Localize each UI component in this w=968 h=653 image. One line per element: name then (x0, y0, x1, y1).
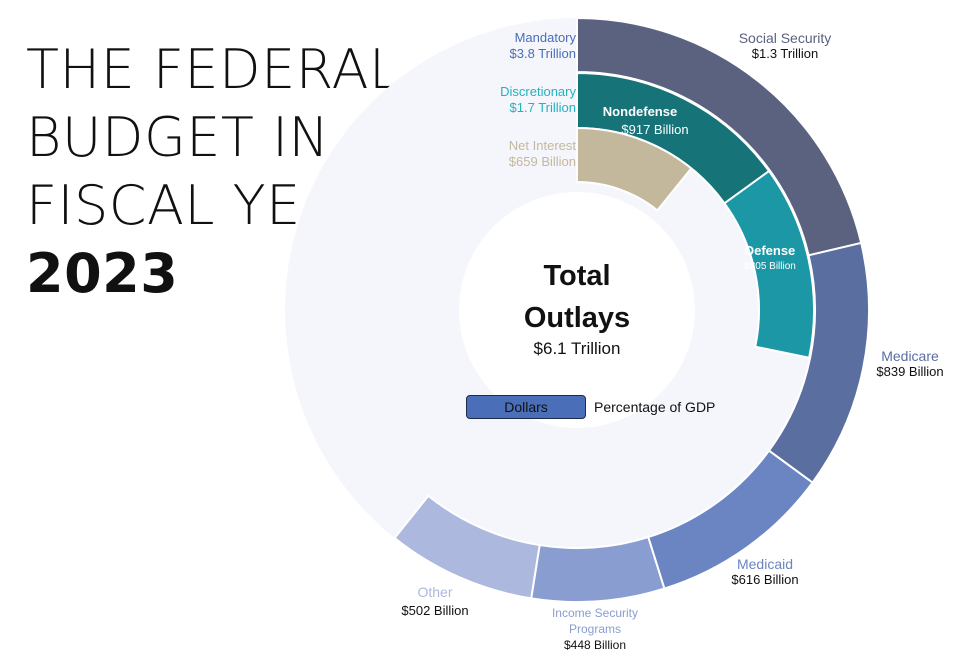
nondefense-label: Nondefense $917 Billion (590, 104, 690, 138)
discretionary-value: $1.7 Trillion (509, 100, 576, 115)
nondefense-value: $917 Billion (621, 122, 689, 137)
social-security-name: Social Security (738, 30, 832, 46)
other-name: Other (417, 584, 453, 600)
other-segment[interactable] (393, 494, 541, 600)
income-security-name: Income Security Programs (551, 606, 639, 636)
medicare-label: Medicare $839 Billion (860, 348, 960, 380)
total-title: Total (543, 260, 611, 292)
title-year: 2023 (26, 242, 179, 305)
defense-label: Defense $805 Billion (738, 243, 802, 275)
total-value: $6.1 Trillion (533, 339, 621, 358)
medicare-value: $839 Billion (876, 364, 944, 379)
net-interest-name: Net Interest (508, 138, 576, 153)
medicaid-label: Medicaid $616 Billion (715, 556, 815, 588)
social-security-label: Social Security $1.3 Trillion (725, 30, 845, 62)
income-security-value: $448 Billion (563, 638, 627, 652)
other-label: Other $502 Billion (385, 584, 485, 619)
title-line: BUDGET IN (26, 106, 330, 169)
income-security-label: Income Security Programs $448 Billion (540, 605, 650, 653)
medicaid-name: Medicaid (736, 556, 794, 572)
mandatory-label: Mandatory $3.8 Trillion (470, 30, 576, 62)
dollars-button[interactable]: Dollars (466, 395, 586, 419)
other-value: $502 Billion (401, 603, 469, 618)
net-interest-value: $659 Billion (508, 154, 576, 169)
social-security-value: $1.3 Trillion (751, 46, 819, 61)
net-interest-label: Net Interest $659 Billion (470, 138, 576, 170)
outlays-title: Outlays (523, 302, 631, 334)
defense-name: Defense (744, 243, 796, 258)
defense-segment[interactable] (723, 169, 815, 359)
defense-value: $805 Billion (744, 261, 796, 272)
medicare-name: Medicare (881, 348, 939, 364)
net-interest-segment[interactable] (576, 126, 693, 212)
total-outlays: Total Outlays $6.1 Trillion (477, 255, 677, 359)
unit-toggle: Dollars Percentage of GDP (466, 395, 715, 419)
mandatory-value: $3.8 Trillion (509, 46, 576, 61)
title-line: THE FEDERAL (26, 38, 400, 101)
nondefense-name: Nondefense (602, 104, 678, 119)
income-security-programs-segment[interactable] (530, 535, 666, 603)
mandatory-name: Mandatory (514, 30, 576, 45)
discretionary-name: Discretionary (500, 84, 576, 99)
center-disk (459, 192, 695, 428)
percentage-of-gdp-button[interactable]: Percentage of GDP (594, 399, 716, 415)
medicaid-value: $616 Billion (731, 572, 799, 587)
discretionary-label: Discretionary $1.7 Trillion (470, 84, 576, 116)
